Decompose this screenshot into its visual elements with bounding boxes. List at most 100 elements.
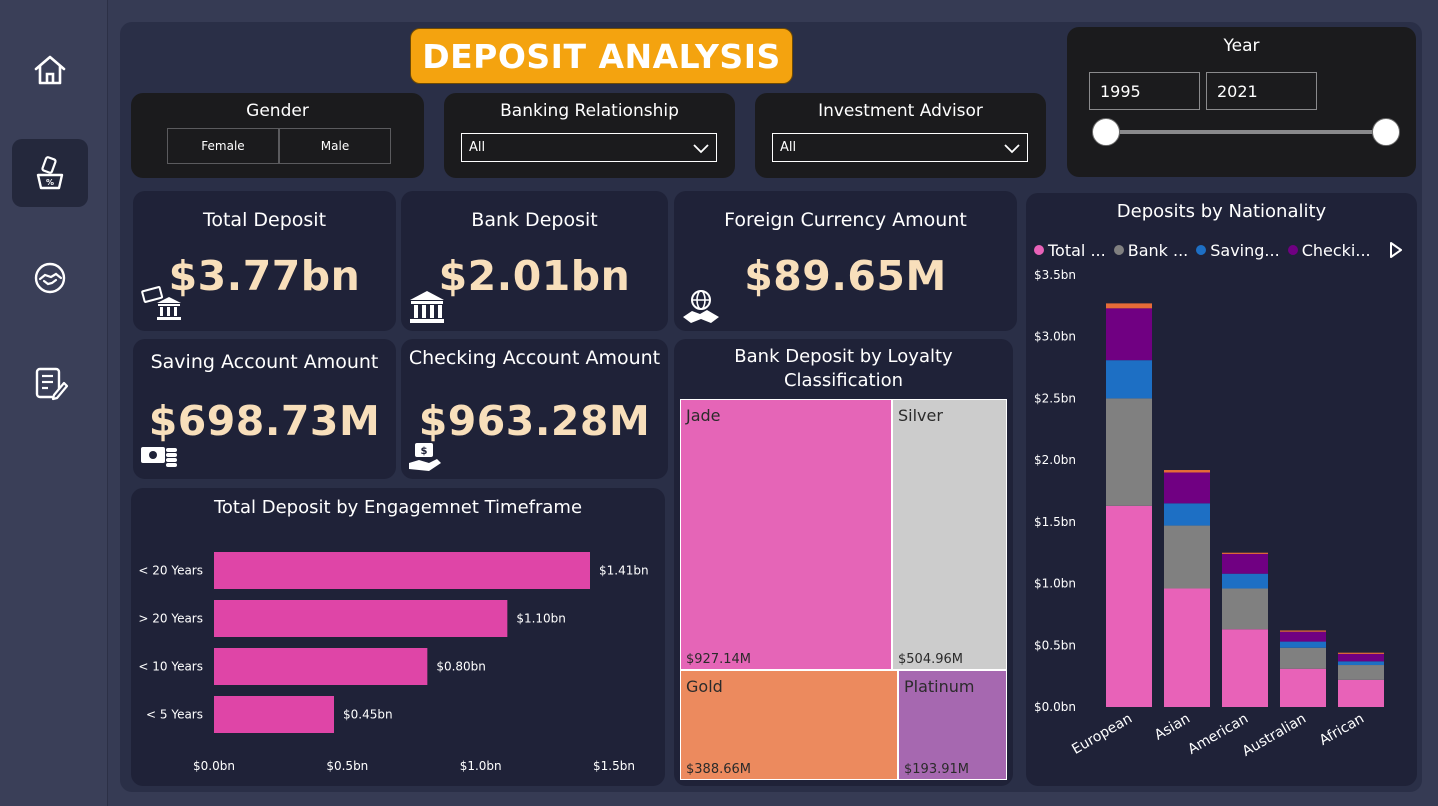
money-bank-icon xyxy=(141,286,181,320)
year-slicer-title: Year xyxy=(1223,36,1260,56)
banking-relationship-slicer: Banking Relationship All xyxy=(444,93,735,178)
nationality-bar-segment[interactable] xyxy=(1222,553,1268,574)
nationality-bar-segment[interactable] xyxy=(1106,505,1152,707)
nav-home-button[interactable] xyxy=(12,36,88,104)
legend-item-bank[interactable]: Bank ... xyxy=(1113,241,1188,260)
checking-account-title: Checking Account Amount xyxy=(408,347,661,369)
treemap-tile-label: Silver xyxy=(898,406,943,425)
nationality-bar-segment[interactable] xyxy=(1164,588,1210,707)
treemap-tile-silver[interactable]: Silver $504.96M xyxy=(892,399,1007,670)
legend-item-total[interactable]: Total ... xyxy=(1034,241,1106,260)
engagement-x-tick-label: $0.0bn xyxy=(193,759,235,773)
legend-label: Saving... xyxy=(1210,240,1280,260)
legend-dot xyxy=(1034,245,1044,255)
legend-next-icon[interactable] xyxy=(1389,241,1403,259)
year-slider-end-handle[interactable] xyxy=(1372,118,1400,146)
engagement-bar-chart: < 20 Years $1.41bn > 20 Years $1.10bn < 10 Y… xyxy=(138,552,649,773)
nationality-bar-segment[interactable] xyxy=(1280,668,1326,707)
engagement-value-label: $0.80bn xyxy=(436,660,486,674)
bank-building-icon xyxy=(410,291,444,323)
nationality-y-tick-label: $3.5bn xyxy=(1034,268,1076,282)
gender-slicer-title: Gender xyxy=(246,101,309,121)
engagement-bar[interactable] xyxy=(214,600,508,637)
nationality-bar-segment[interactable] xyxy=(1280,641,1326,648)
nationality-bar-segment[interactable] xyxy=(1106,308,1152,361)
report-edit-icon xyxy=(35,367,69,401)
nationality-bar-segment[interactable] xyxy=(1222,629,1268,707)
nationality-bar-segment[interactable] xyxy=(1164,525,1210,589)
total-deposit-value: $3.77bn xyxy=(168,252,361,300)
engagement-bar[interactable] xyxy=(214,648,428,685)
nationality-bar-segment[interactable] xyxy=(1164,472,1210,504)
nationality-bar-segment[interactable] xyxy=(1222,573,1268,589)
bank-deposit-value: $2.01bn xyxy=(438,252,631,300)
engagement-x-tick-label: $0.5bn xyxy=(326,759,368,773)
chevron-down-icon xyxy=(693,144,709,154)
loyalty-chart-title: Bank Deposit by Loyalty Classification xyxy=(734,346,953,391)
nationality-bar-segment[interactable] xyxy=(1164,470,1210,473)
year-slider-start-handle[interactable] xyxy=(1092,118,1120,146)
engagement-value-label: $1.10bn xyxy=(516,612,566,626)
nationality-stacked-bar-chart: $0.0bn $0.5bn $1.0bn $1.5bn $2.0bn $2.5bn $3.0… xyxy=(1034,268,1384,760)
cash-coins-icon xyxy=(141,447,177,467)
saving-account-card: Saving Account Amount $698.73M xyxy=(133,339,396,479)
nationality-y-tick-label: $2.5bn xyxy=(1034,391,1076,405)
treemap-tile-platinum[interactable]: Platinum $193.91M xyxy=(898,670,1007,780)
nationality-y-tick-label: $3.0bn xyxy=(1034,330,1076,344)
gender-female-button[interactable]: Female xyxy=(167,128,279,164)
engagement-chart-title: Total Deposit by Engagemnet Timeframe xyxy=(213,497,583,518)
page-title: DEPOSIT ANALYSIS xyxy=(410,28,793,84)
globe-handshake-icon xyxy=(683,290,719,323)
treemap-tile-gold[interactable]: Gold $388.66M xyxy=(680,670,898,780)
nationality-bar-segment[interactable] xyxy=(1222,552,1268,554)
nationality-bar-segment[interactable] xyxy=(1280,630,1326,632)
engagement-category-label: < 10 Years xyxy=(138,660,203,674)
treemap-tile-value: $927.14M xyxy=(686,652,751,667)
banking-relationship-dropdown[interactable]: All xyxy=(461,133,717,162)
nationality-bar-segment[interactable] xyxy=(1338,679,1384,707)
year-end-input[interactable]: 2021 xyxy=(1206,72,1317,110)
nationality-bar-segment[interactable] xyxy=(1164,503,1210,526)
legend-label: Total ... xyxy=(1048,240,1106,260)
year-slicer: Year 1995 2021 xyxy=(1067,27,1416,177)
nav-deposit-button[interactable]: % xyxy=(12,139,88,207)
engagement-x-tick-label: $1.5bn xyxy=(593,759,635,773)
nationality-category-label: European xyxy=(1069,711,1135,758)
nationality-bar-segment[interactable] xyxy=(1222,588,1268,630)
year-slider-track[interactable] xyxy=(1105,130,1387,134)
engagement-category-label: > 20 Years xyxy=(138,612,203,626)
nationality-bar-segment[interactable] xyxy=(1280,647,1326,669)
legend-item-checking[interactable]: Checki... xyxy=(1287,241,1371,260)
nav-loan-button[interactable] xyxy=(12,244,88,312)
gender-male-button[interactable]: Male xyxy=(279,128,391,164)
nationality-legend: Total ... Bank ... Saving... Checki... xyxy=(1034,239,1404,261)
investment-advisor-dropdown[interactable]: All xyxy=(772,133,1028,162)
treemap-tile-jade[interactable]: Jade $927.14M xyxy=(680,399,892,670)
nationality-y-tick-label: $0.0bn xyxy=(1034,700,1076,714)
nationality-bar-segment[interactable] xyxy=(1106,360,1152,399)
banking-relationship-selected: All xyxy=(469,140,486,155)
nationality-bar-segment[interactable] xyxy=(1338,665,1384,680)
legend-item-saving[interactable]: Saving... xyxy=(1196,240,1280,260)
legend-dot xyxy=(1113,245,1124,255)
nationality-y-tick-label: $1.5bn xyxy=(1034,515,1076,529)
nationality-bar-segment[interactable] xyxy=(1280,631,1326,642)
nationality-bar-segment[interactable] xyxy=(1106,398,1152,506)
engagement-bar[interactable] xyxy=(214,696,334,733)
total-deposit-card: Total Deposit $3.77bn xyxy=(133,191,396,331)
year-start-input[interactable]: 1995 xyxy=(1089,72,1200,110)
engagement-category-label: < 20 Years xyxy=(138,564,203,578)
nationality-bar-segment[interactable] xyxy=(1338,661,1384,666)
nav-report-button[interactable] xyxy=(12,349,88,417)
treemap-tile-label: Gold xyxy=(686,677,723,696)
total-deposit-title: Total Deposit xyxy=(202,209,327,231)
nationality-bar-segment[interactable] xyxy=(1338,653,1384,662)
engagement-value-label: $1.41bn xyxy=(599,564,649,578)
nationality-chart: Deposits by Nationality Total ... Bank .… xyxy=(1026,193,1417,786)
nationality-y-tick-label: $0.5bn xyxy=(1034,638,1076,652)
nationality-bar-segment[interactable] xyxy=(1338,652,1384,654)
engagement-bar[interactable] xyxy=(214,552,590,589)
saving-account-value: $698.73M xyxy=(148,397,381,445)
nationality-bar-segment[interactable] xyxy=(1106,303,1152,309)
investment-advisor-slicer: Investment Advisor All xyxy=(755,93,1046,178)
